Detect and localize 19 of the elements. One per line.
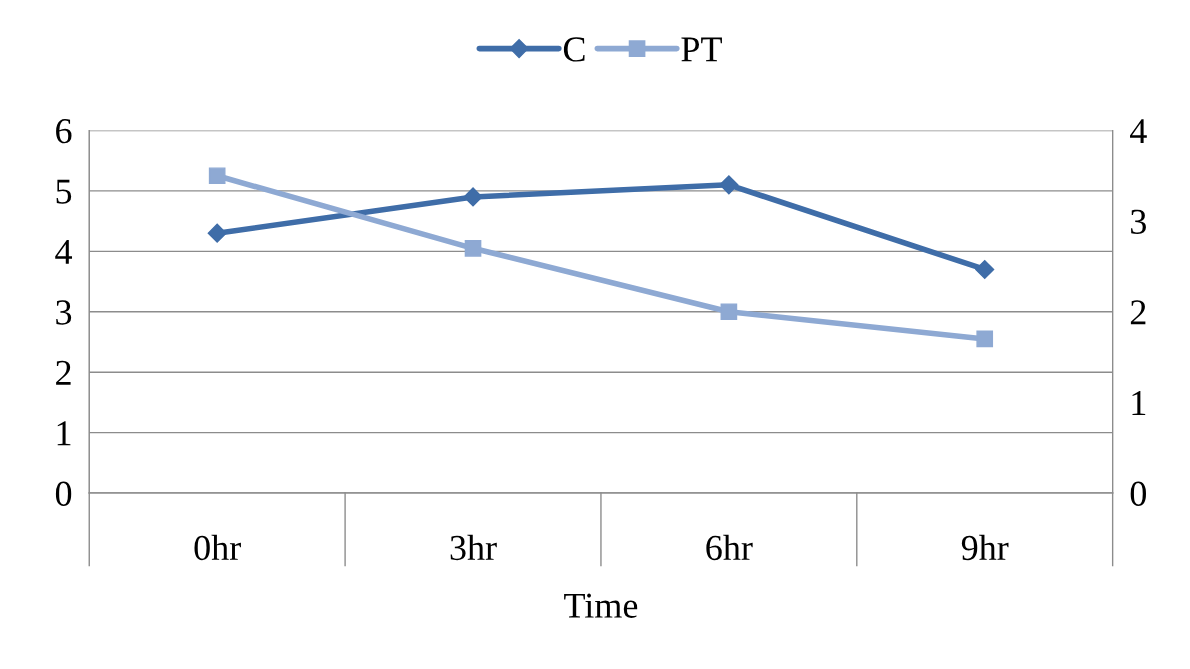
y-tick-label: 3 xyxy=(56,300,72,325)
y-tick-label: 4 xyxy=(55,240,73,264)
y2-tick-label: 3 xyxy=(1131,209,1146,234)
y-tick-label: 1 xyxy=(57,421,71,446)
y2-tick-label: 4 xyxy=(1130,119,1147,143)
x-tick-label: 3hr xyxy=(450,534,497,561)
y-tick-label: 2 xyxy=(56,360,71,385)
legend-label: PT xyxy=(681,37,722,62)
y2-tick-label: 0 xyxy=(1130,481,1146,506)
y2-tick-label: 1 xyxy=(1132,391,1146,415)
x-axis-title: Time xyxy=(564,593,638,618)
legend-label: C xyxy=(563,37,585,62)
x-tick-label: 6hr xyxy=(706,534,753,561)
y-tick-label: 6 xyxy=(56,119,72,144)
x-tick-label: 9hr xyxy=(961,534,1009,561)
x-tick-label: 0hr xyxy=(194,534,241,561)
y2-tick-label: 2 xyxy=(1130,300,1146,325)
y-tick-label: 0 xyxy=(55,481,72,506)
y-tick-label: 5 xyxy=(56,179,72,204)
